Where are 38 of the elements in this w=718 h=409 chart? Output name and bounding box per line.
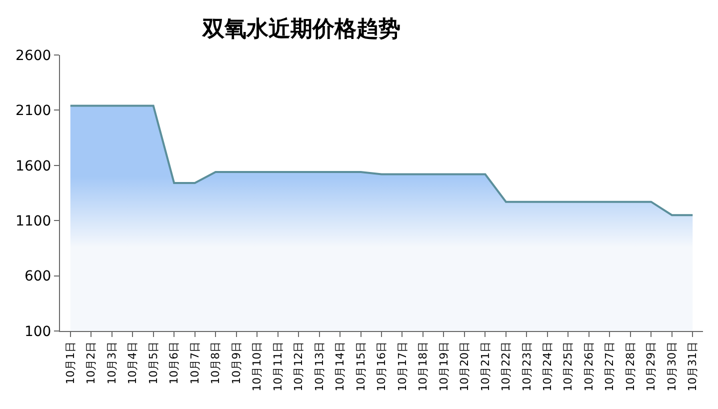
y-tick-label: 1600 [16,158,52,174]
x-tick-label: 10月15日 [354,341,368,392]
x-tick-label: 10月16日 [375,341,388,392]
x-tick-label: 10月9日 [230,341,243,384]
x-tick-label: 10月28日 [624,341,637,392]
y-tick-label: 600 [24,268,52,285]
x-tick-label: 10月1日 [64,341,77,384]
x-tick-label: 10月23日 [520,341,534,392]
x-tick-label: 10月24日 [541,341,554,392]
x-tick-label: 10月26日 [582,341,596,392]
y-tick-label: 100 [24,324,52,340]
x-tick-label: 10月18日 [416,341,430,392]
y-tick-label: 2100 [16,103,52,120]
x-tick-label: 10月4日 [126,341,140,384]
x-tick-label: 10月10日 [250,341,264,392]
x-tick-label: 10月14日 [334,341,347,392]
x-tick-label: 10月17日 [396,341,409,392]
x-tick-label: 10月13日 [312,341,326,392]
x-tick-label: 10月3日 [105,341,118,384]
x-tick-label: 10月5日 [146,341,160,384]
x-tick-label: 10月29日 [644,341,658,392]
x-tick-label: 10月25日 [562,341,575,392]
x-tick-label: 10月8日 [209,341,222,384]
x-tick-label: 10月31日 [686,341,700,392]
x-tick-label: 10月2日 [84,341,98,384]
x-tick-label: 10月12日 [292,341,306,392]
y-tick-label: 2600 [16,48,52,64]
x-tick-label: 10月30日 [665,341,678,392]
chart-title: 双氧水近期价格趋势 [202,16,401,42]
x-tick-label: 10月6日 [168,341,181,384]
x-tick-label: 10月19日 [437,341,450,392]
y-tick-label: 1100 [16,214,52,230]
x-tick-label: 10月20日 [458,341,472,392]
x-tick-label: 10月27日 [603,341,616,392]
x-tick-label: 10月11日 [271,341,284,392]
x-tick-label: 10月22日 [500,341,513,392]
x-tick-label: 10月7日 [188,341,202,384]
x-tick-label: 10月21日 [478,341,492,392]
